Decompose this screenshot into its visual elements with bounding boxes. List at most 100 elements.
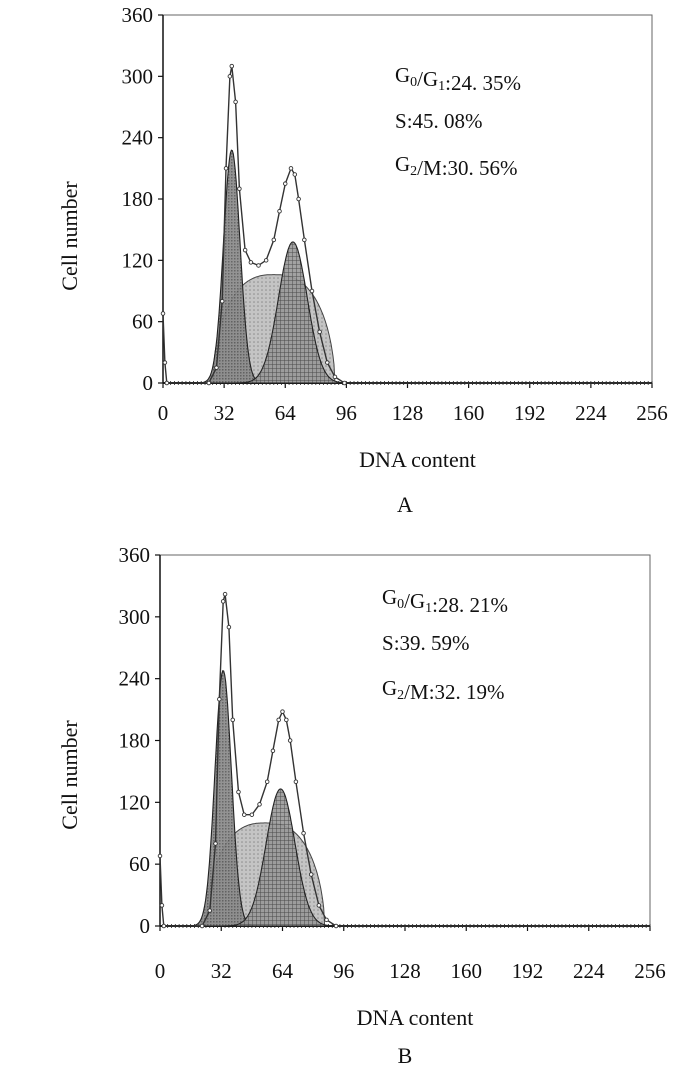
envelope-point	[249, 812, 255, 817]
y-tick-label: 300	[119, 605, 151, 629]
x-tick-label: 32	[211, 959, 232, 983]
x-tick-label: 256	[634, 959, 666, 983]
y-tick-label: 360	[119, 543, 151, 567]
envelope-point	[256, 263, 261, 268]
envelope-point	[214, 365, 219, 370]
y-tick-label: 0	[140, 914, 151, 938]
envelope-point	[292, 172, 298, 177]
envelope-point	[308, 872, 314, 877]
y-tick-label: 60	[129, 852, 150, 876]
x-tick-label: 192	[514, 401, 546, 425]
envelope-point	[325, 360, 330, 365]
envelope-point	[162, 360, 168, 365]
y-axis-label: Cell number	[57, 181, 82, 291]
phase-stat: G2/M:32. 19%	[382, 676, 505, 704]
envelope-point	[317, 329, 322, 335]
envelope-point	[276, 717, 281, 723]
series-g2m-peak	[235, 241, 351, 384]
envelope-point	[333, 923, 339, 929]
phase-stat: G0/G1:28. 21%	[382, 585, 508, 617]
y-axis-label: Cell number	[57, 720, 82, 830]
envelope-point	[206, 380, 212, 386]
x-tick-label: 256	[636, 401, 668, 425]
envelope-point	[264, 779, 270, 784]
envelope-point	[277, 209, 282, 214]
x-tick-label: 192	[512, 959, 544, 983]
envelope-point	[309, 288, 315, 294]
envelope-point	[270, 748, 276, 754]
envelope-point	[288, 166, 294, 171]
phase-stat: S:45. 08%	[395, 109, 483, 133]
envelope-point	[236, 789, 241, 795]
y-tick-label: 120	[119, 790, 151, 814]
y-tick-label: 360	[122, 3, 154, 27]
envelope-point	[296, 196, 301, 202]
envelope-point	[271, 237, 277, 243]
series-total-envelope	[162, 65, 652, 384]
x-tick-label: 32	[214, 401, 235, 425]
envelope-point	[302, 237, 307, 243]
envelope-point	[237, 186, 242, 192]
envelope-point	[242, 247, 248, 253]
series-total-envelope	[159, 594, 650, 927]
y-tick-label: 120	[122, 248, 154, 272]
envelope-point	[207, 908, 213, 913]
envelope-point	[157, 853, 163, 859]
x-tick-label: 128	[392, 401, 424, 425]
y-tick-label: 0	[143, 371, 154, 395]
y-tick-label: 240	[122, 126, 154, 150]
envelope-point	[293, 779, 299, 784]
x-tick-label: 224	[575, 401, 607, 425]
x-axis-label: DNA content	[357, 1005, 474, 1030]
envelope-point	[161, 923, 167, 929]
envelope-point	[233, 99, 238, 105]
envelope-point	[280, 709, 285, 714]
envelope-point	[213, 841, 218, 846]
phase-stat: S:39. 59%	[382, 631, 470, 655]
envelope-point	[287, 738, 293, 743]
envelope-point	[219, 298, 225, 304]
x-tick-label: 96	[333, 959, 354, 983]
envelope-point	[160, 311, 166, 316]
phase-stat: G0/G1:24. 35%	[395, 63, 521, 95]
x-tick-label: 128	[389, 959, 421, 983]
phase-stat: G2/M:30. 56%	[395, 152, 518, 180]
y-tick-label: 240	[119, 667, 151, 691]
envelope-point	[217, 697, 222, 702]
x-tick-label: 160	[451, 959, 483, 983]
x-tick-label: 0	[155, 959, 166, 983]
series-g0g1-peak	[198, 149, 265, 384]
envelope-point	[227, 74, 233, 79]
x-tick-label: 160	[453, 401, 485, 425]
panel-label: B	[398, 1043, 413, 1068]
y-tick-label: 300	[122, 64, 154, 88]
panel-B: 0 60 120 180 240 300 360 0 32 64 96 128 160 192 224 256…	[57, 543, 666, 1068]
envelope-point	[332, 374, 338, 380]
x-tick-label: 96	[336, 401, 357, 425]
envelope-point	[257, 802, 262, 807]
envelope-point	[284, 717, 289, 723]
envelope-point	[220, 599, 226, 604]
envelope-point	[223, 166, 229, 171]
envelope-point	[263, 258, 269, 263]
envelope-point	[159, 903, 165, 908]
y-tick-label: 180	[122, 187, 154, 211]
x-tick-label: 0	[158, 401, 169, 425]
x-axis-label: DNA content	[359, 447, 476, 472]
y-tick-label: 180	[119, 729, 151, 753]
envelope-point	[164, 380, 170, 386]
envelope-point	[226, 624, 232, 630]
envelope-point	[229, 63, 235, 69]
envelope-point	[199, 923, 205, 929]
x-tick-label: 64	[272, 959, 294, 983]
series-g2m-peak	[223, 788, 339, 927]
envelope-point	[241, 812, 247, 817]
envelope-point	[222, 591, 228, 597]
panel-label: A	[397, 492, 413, 517]
envelope-point	[316, 903, 322, 908]
y-tick-label: 60	[132, 310, 153, 334]
x-tick-label: 64	[275, 401, 297, 425]
envelope-point	[248, 260, 254, 265]
panel-A: 0 60 120 180 240 300 360 0 32 64 96 128 160 192 224 256…	[57, 3, 668, 517]
